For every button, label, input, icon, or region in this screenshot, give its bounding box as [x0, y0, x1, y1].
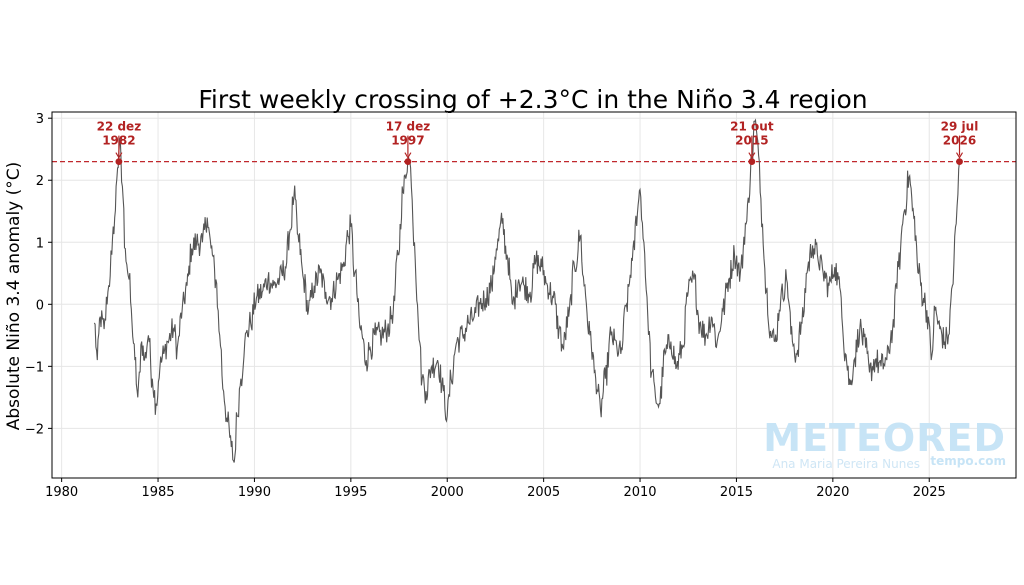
x-tick-label: 2010 [623, 485, 656, 500]
x-tick-label: 1990 [238, 485, 271, 500]
crossing-marker [748, 158, 756, 166]
x-tick-label: 2020 [816, 485, 849, 500]
crossing-year-label: 1997 [391, 134, 424, 148]
series-layer [93, 118, 961, 463]
crossing-marker [956, 158, 963, 166]
y-tick-label: −2 [25, 422, 44, 437]
watermark: METEORED Ana Maria Pereira Nunes tempo.c… [763, 416, 1006, 471]
crossing-year-label: 2015 [735, 134, 768, 148]
x-tick-label: 1985 [141, 485, 174, 500]
watermark-brand: METEORED [763, 416, 1006, 460]
crossing-marker [115, 158, 123, 166]
watermark-site: tempo.com [930, 454, 1006, 468]
y-tick-label: −1 [25, 360, 44, 375]
x-tick-label: 2005 [527, 485, 560, 500]
series-line-nino34 [93, 118, 961, 463]
crossing-arrowhead [115, 152, 123, 159]
y-tick-label: 3 [36, 112, 44, 127]
crossing-arrowhead [748, 152, 756, 159]
x-tick-label: 1995 [334, 485, 367, 500]
x-tick-label: 2025 [913, 485, 946, 500]
x-tick-label: 1980 [45, 485, 78, 500]
crossing-arrowhead [955, 152, 964, 159]
y-tick-label: 1 [36, 236, 44, 251]
crossing-date-label: 22 dez [97, 120, 142, 134]
y-tick-label: 0 [36, 298, 44, 313]
crossing-date-label: 21 out [730, 120, 774, 134]
x-tick-label: 2015 [720, 485, 753, 500]
crossing-year-label: 2026 [943, 134, 976, 148]
plot-frame [51, 111, 1017, 479]
y-tick-label: 2 [36, 174, 44, 189]
crossing-year-label: 1982 [102, 134, 135, 148]
y-axis-label: Absolute Niño 3.4 anomaly (°C) [4, 162, 24, 431]
axis-ticks: 1980 1985 1990 1995 2000 2005 2010 2015 2020 2025… [25, 112, 946, 500]
crossing-date-label: 29 jul [941, 120, 979, 134]
x-tick-label: 2000 [431, 485, 464, 500]
crossing-date-label: 17 dez [386, 120, 431, 134]
watermark-author: Ana Maria Pereira Nunes [772, 457, 920, 471]
grid [52, 112, 1016, 478]
chart-title: First weekly crossing of +2.3°C in the N… [198, 85, 867, 114]
crossing-marker [404, 158, 412, 166]
crossing-arrowhead [404, 152, 412, 159]
